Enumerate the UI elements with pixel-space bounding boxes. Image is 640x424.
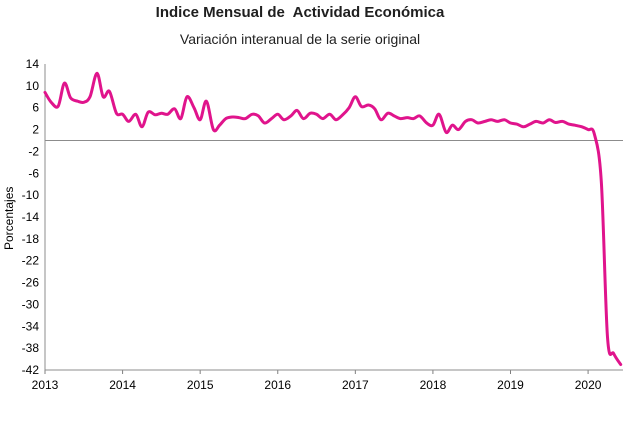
series-line-0 [43, 71, 623, 366]
y-tick-label: -30 [22, 297, 40, 311]
y-tick-label: -38 [22, 341, 40, 355]
chart-subtitle: Variación interanual de la serie origina… [179, 31, 421, 47]
y-tick-label: -18 [22, 232, 40, 246]
x-tick-label: 2013 [32, 378, 59, 392]
x-tick-label: 2020 [575, 378, 602, 392]
y-axis-label: Porcentajes [2, 187, 16, 250]
y-tick-label: -10 [22, 188, 40, 202]
y-tick-label: -2 [28, 144, 39, 158]
y-tick-label: 2 [32, 123, 39, 137]
x-tick-label: 2019 [497, 378, 524, 392]
y-tick-label: 10 [26, 79, 40, 93]
y-tick-label: -6 [28, 166, 39, 180]
y-tick-label: 14 [26, 57, 40, 71]
x-tick-label: 2016 [264, 378, 291, 392]
y-axis: 14 10 6 2 -2 -6 -10 -14 -18 -22 -26 -30 -34 -38 -42 [22, 57, 40, 377]
x-tick-label: 2018 [420, 378, 447, 392]
y-tick-label: 6 [32, 101, 39, 115]
y-tick-label: -42 [22, 363, 40, 377]
y-tick-label: -34 [22, 319, 40, 333]
x-tick-label: 2014 [109, 378, 136, 392]
series-layer [43, 71, 623, 366]
x-axis: 2013 2014 2015 2016 2017 2018 2019 2020 [32, 370, 602, 392]
y-tick-label: -14 [22, 210, 40, 224]
y-tick-label: -22 [22, 254, 40, 268]
axes [44, 64, 623, 371]
y-tick-label: -26 [22, 276, 40, 290]
chart-title: Indice Mensual de Actividad Económica [155, 4, 445, 21]
x-tick-label: 2015 [187, 378, 214, 392]
x-tick-label: 2017 [342, 378, 369, 392]
